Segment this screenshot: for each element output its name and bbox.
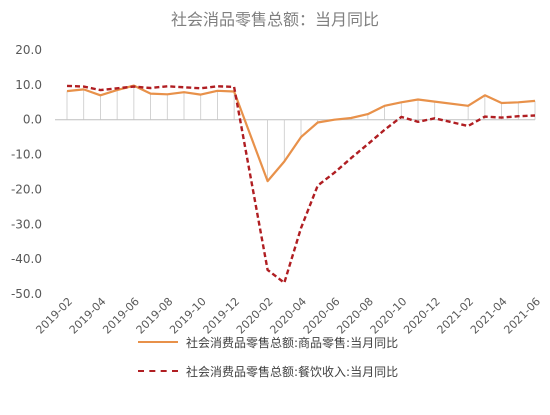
legend: 社会消费品零售总额:商品零售:当月同比 社会消费品零售总额:餐饮收入:当月同比 bbox=[138, 333, 468, 393]
legend-label-catering: 社会消费品零售总额:餐饮收入:当月同比 bbox=[186, 364, 399, 379]
legend-swatch-retail bbox=[138, 341, 178, 343]
y-tick-label: -50.0 bbox=[11, 287, 42, 301]
legend-label-retail: 社会消费品零售总额:商品零售:当月同比 bbox=[186, 335, 399, 350]
legend-swatch-catering bbox=[138, 370, 178, 372]
legend-item-retail: 社会消费品零售总额:商品零售:当月同比 bbox=[138, 333, 398, 351]
y-tick-label: -30.0 bbox=[11, 217, 42, 231]
y-tick-label: 20.0 bbox=[15, 43, 42, 57]
chart-title: 社会消品零售总额：当月同比 bbox=[170, 10, 379, 29]
y-tick-label: -40.0 bbox=[11, 252, 42, 266]
y-tick-label: 0.0 bbox=[23, 113, 42, 127]
y-tick-label: -10.0 bbox=[11, 148, 42, 162]
y-tick-label: -20.0 bbox=[11, 182, 42, 196]
x-tick-label: 2021-06 bbox=[501, 295, 543, 337]
legend-item-catering: 社会消费品零售总额:餐饮收入:当月同比 bbox=[138, 362, 398, 380]
series-line-catering bbox=[66, 84, 536, 284]
y-tick-label: 10.0 bbox=[15, 78, 42, 92]
